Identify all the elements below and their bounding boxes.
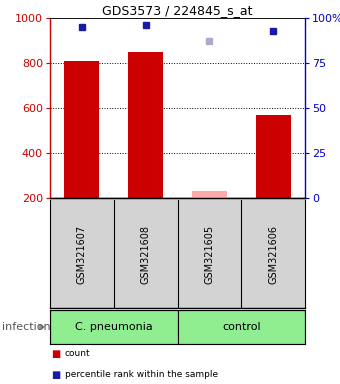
Text: GSM321608: GSM321608	[141, 225, 151, 283]
Bar	[64, 61, 99, 198]
Text: control: control	[222, 322, 260, 332]
Bar	[192, 191, 227, 198]
Text: GSM321607: GSM321607	[77, 224, 87, 283]
Text: GSM321606: GSM321606	[268, 225, 278, 283]
Text: infection: infection	[2, 322, 50, 332]
Bar	[177, 310, 305, 344]
Text: ■: ■	[51, 370, 61, 380]
Bar	[50, 310, 177, 344]
Text: count: count	[65, 349, 90, 358]
Text: percentile rank within the sample: percentile rank within the sample	[65, 370, 218, 379]
Text: ■: ■	[51, 349, 61, 359]
Text: GSM321605: GSM321605	[204, 224, 215, 283]
Bar	[256, 115, 291, 198]
Bar	[128, 52, 163, 198]
Text: C. pneumonia: C. pneumonia	[75, 322, 153, 332]
Title: GDS3573 / 224845_s_at: GDS3573 / 224845_s_at	[102, 4, 253, 17]
